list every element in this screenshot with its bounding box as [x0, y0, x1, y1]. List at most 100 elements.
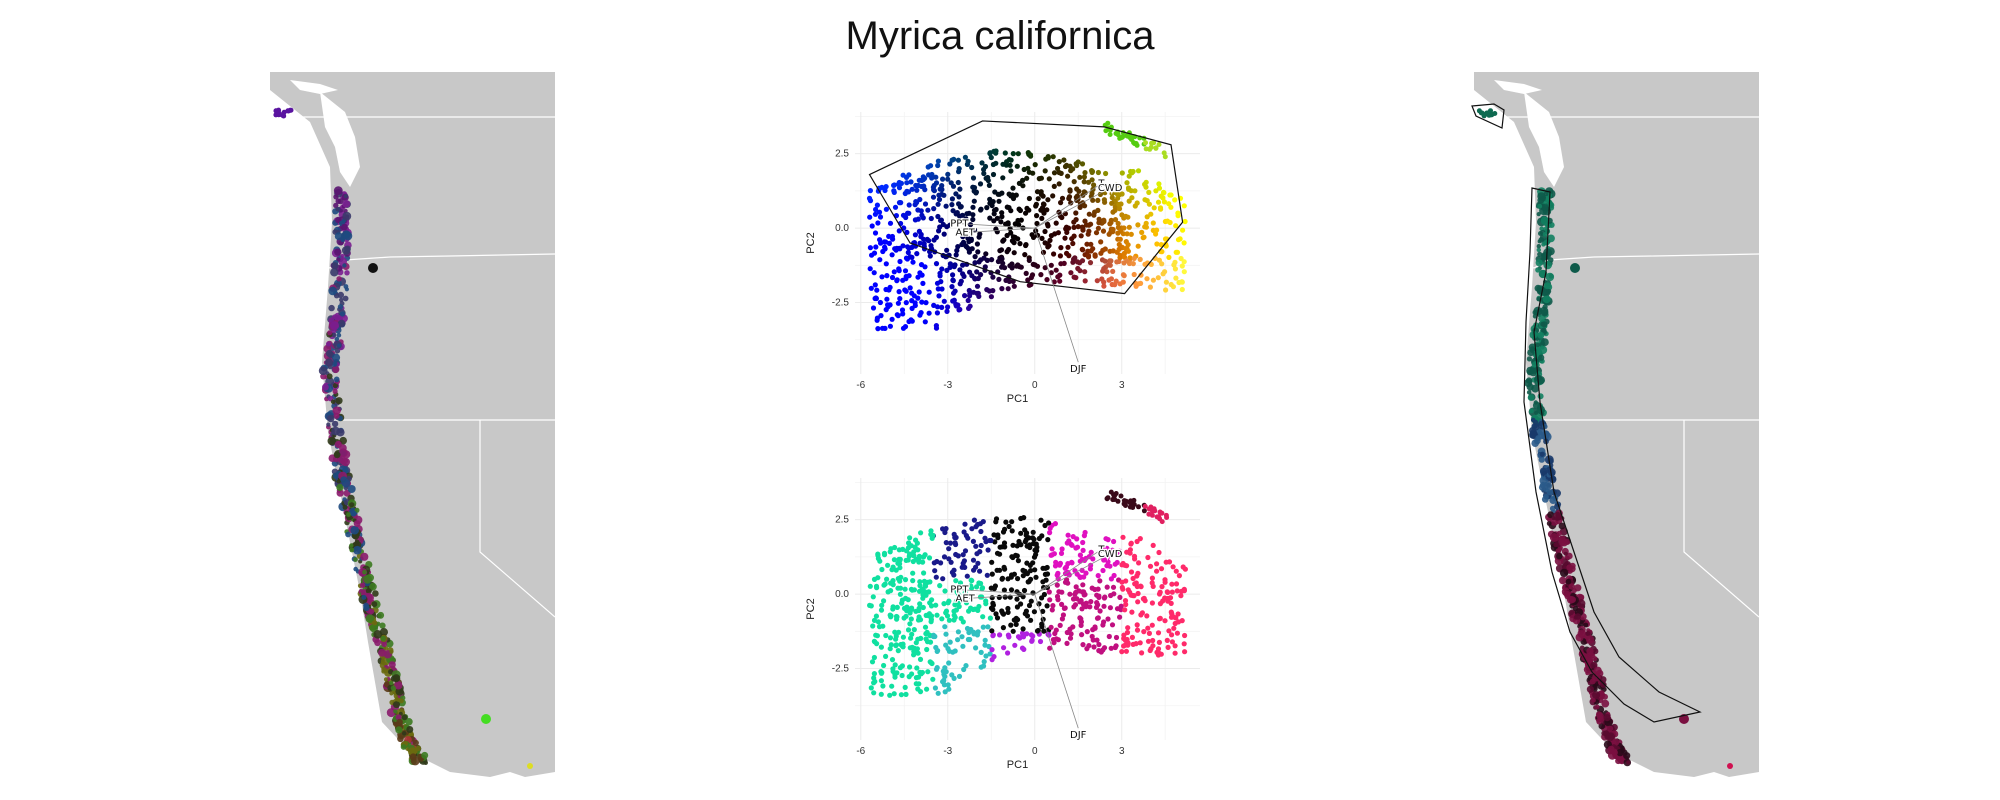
data-point	[897, 578, 903, 584]
data-point	[1056, 159, 1062, 165]
data-point	[989, 257, 995, 263]
data-point	[957, 186, 963, 192]
data-point	[917, 656, 924, 662]
occurrence-point	[340, 237, 345, 243]
data-point	[1087, 260, 1094, 266]
data-point	[903, 288, 909, 294]
data-point	[1101, 619, 1107, 625]
data-point	[963, 216, 969, 222]
data-point	[943, 610, 949, 616]
data-point	[948, 559, 954, 565]
data-point	[1154, 241, 1160, 247]
occurrence-point	[280, 113, 286, 119]
data-point	[982, 642, 988, 648]
x-tick-label: -6	[856, 746, 865, 757]
data-point	[1088, 549, 1094, 555]
x-tick-label: 0	[1032, 746, 1038, 757]
data-point	[1127, 504, 1133, 510]
data-point	[882, 581, 888, 587]
data-point	[895, 300, 901, 306]
occurrence-point	[1585, 631, 1591, 637]
data-point	[889, 657, 896, 663]
data-point	[1128, 540, 1134, 546]
occurrence-point	[349, 543, 354, 548]
data-point	[1031, 536, 1037, 542]
data-point	[909, 318, 915, 324]
data-point	[939, 286, 945, 292]
data-point	[1111, 572, 1117, 579]
data-point	[1090, 246, 1096, 252]
data-point	[1030, 261, 1036, 267]
data-point	[1097, 191, 1103, 197]
occurrence-point	[1535, 259, 1543, 267]
data-point	[975, 629, 981, 635]
data-point	[1182, 566, 1188, 572]
data-point	[1009, 572, 1015, 578]
data-point	[1023, 210, 1029, 216]
data-point	[1057, 562, 1063, 568]
data-point	[942, 588, 948, 594]
data-point	[874, 315, 880, 321]
data-point	[1006, 523, 1012, 530]
data-point	[1141, 629, 1147, 635]
data-point	[955, 637, 961, 643]
data-point	[959, 634, 965, 640]
occurrence-point	[344, 270, 350, 276]
data-point	[965, 297, 971, 304]
data-point	[1135, 599, 1141, 605]
vector-label-djf: DJF	[1070, 364, 1087, 375]
occurrence-point	[360, 552, 369, 561]
occurrence-point	[330, 268, 339, 277]
occurrence-point	[1583, 622, 1589, 628]
data-point	[1000, 161, 1006, 167]
data-point	[902, 324, 909, 330]
data-point	[1024, 560, 1030, 566]
occurrence-point	[1623, 752, 1631, 760]
data-point	[977, 549, 983, 555]
occurrence-point	[395, 726, 403, 734]
occurrence-point	[337, 291, 344, 299]
data-point	[903, 557, 909, 563]
occurrence-point	[326, 373, 333, 380]
data-point	[1168, 281, 1174, 288]
data-point	[1092, 252, 1098, 258]
data-point	[881, 598, 887, 604]
data-point	[1093, 604, 1100, 610]
data-point	[1069, 542, 1075, 548]
data-point	[1081, 179, 1087, 185]
data-point	[1106, 231, 1112, 237]
loading-vector	[959, 589, 1035, 595]
data-point	[947, 264, 953, 270]
data-point	[1162, 595, 1168, 601]
occurrence-point	[1537, 192, 1546, 201]
data-point	[1067, 591, 1073, 597]
data-point	[1042, 228, 1048, 235]
data-point	[1117, 594, 1123, 600]
occurrence-point	[412, 739, 419, 747]
data-point	[1109, 622, 1116, 628]
occurrence-point	[1543, 282, 1551, 290]
data-point	[993, 611, 999, 617]
data-point	[938, 217, 944, 224]
data-point	[1046, 589, 1052, 595]
occurrence-point	[1586, 685, 1594, 693]
data-point	[984, 205, 990, 211]
data-point	[1008, 622, 1014, 628]
data-point	[1018, 515, 1024, 522]
data-point	[868, 285, 874, 291]
data-point	[877, 214, 884, 220]
data-point	[1074, 259, 1081, 265]
data-point	[1065, 244, 1071, 250]
data-point	[1079, 606, 1085, 612]
occurrence-points	[273, 107, 533, 769]
data-point	[1065, 532, 1071, 538]
data-point	[1124, 133, 1130, 139]
data-point	[906, 172, 912, 178]
data-point	[942, 624, 948, 630]
data-point	[874, 287, 880, 293]
data-point	[957, 213, 963, 219]
data-point	[929, 613, 935, 619]
occurrence-point	[365, 588, 372, 595]
occurrence-point	[374, 639, 381, 647]
data-point	[945, 600, 951, 606]
